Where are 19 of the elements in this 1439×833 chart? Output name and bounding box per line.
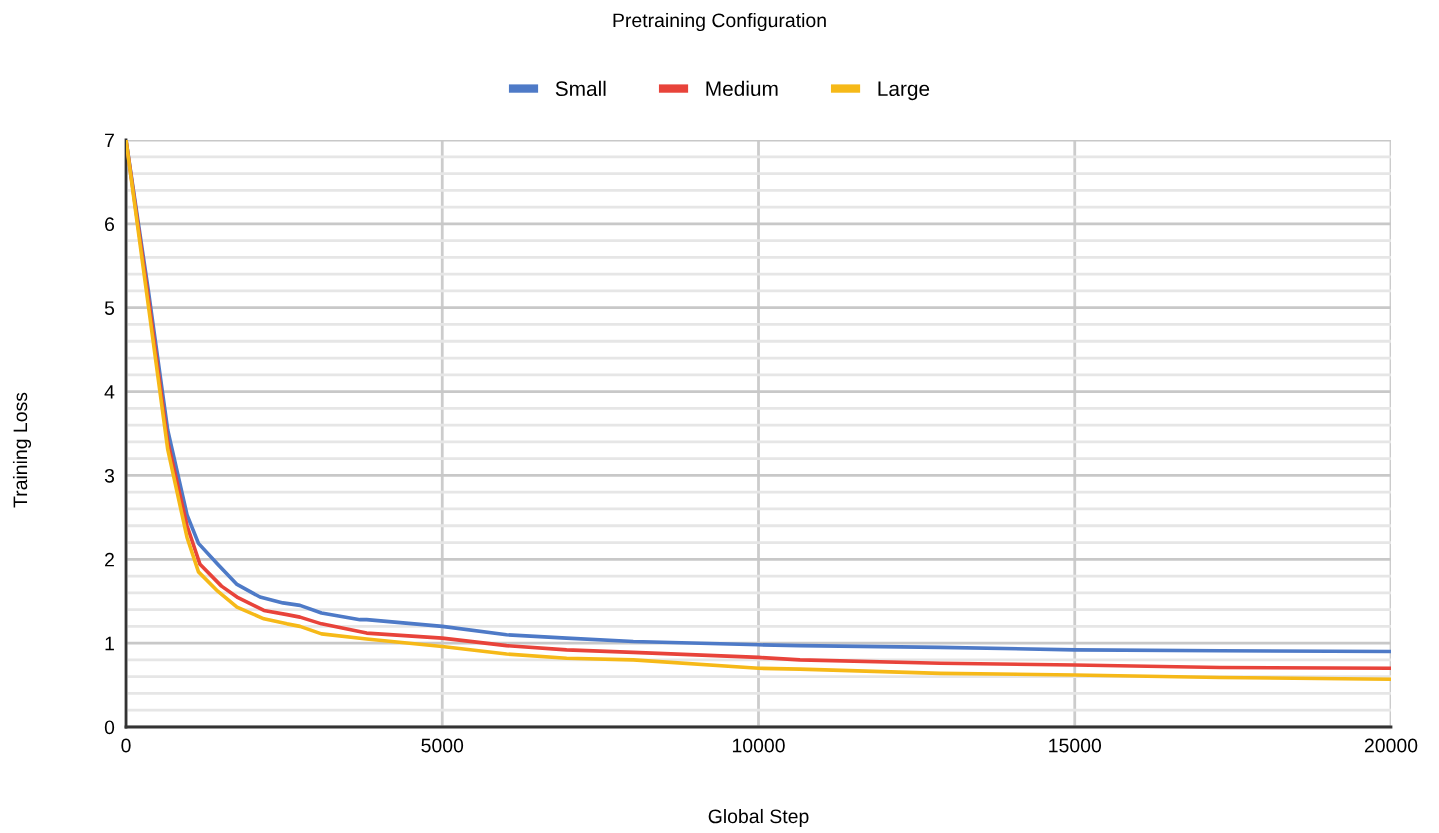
y-tick-label: 7 [105,133,114,148]
x-tick-label: 5000 [421,738,464,753]
y-tick-label: 5 [104,301,115,315]
y-tick-label: 6 [105,217,115,232]
y-tick-label: 2 [105,552,114,567]
y-tick-label: 0 [104,720,115,735]
y-tick-label: 4 [104,385,115,399]
x-tick-label: 15000 [1049,738,1102,753]
legend-label: Large [878,81,930,101]
y-axis-title: Training Loss [12,392,32,508]
chart-title: Pretraining Configuration [613,12,826,32]
y-tick-label: 1 [105,636,114,651]
legend-label: Medium [706,80,778,97]
x-tick-label: 0 [121,738,131,753]
x-axis-title: Global Step [708,808,809,828]
x-tick-label: 10000 [732,738,785,753]
legend-label: Small [555,80,606,97]
x-tick-label: 20000 [1364,738,1418,753]
y-tick-label: 3 [104,468,115,483]
